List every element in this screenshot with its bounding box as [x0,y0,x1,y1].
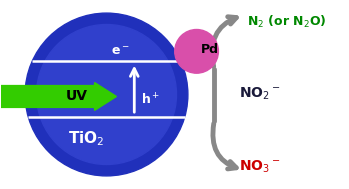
Text: NO$_2$$^-$: NO$_2$$^-$ [239,86,280,102]
Text: TiO$_2$: TiO$_2$ [68,129,105,148]
Text: Pd: Pd [201,43,218,56]
Text: NO$_3$$^-$: NO$_3$$^-$ [239,158,280,175]
Text: UV: UV [66,89,88,104]
Text: h$^+$: h$^+$ [141,92,160,107]
Text: N$_2$ (or N$_2$O): N$_2$ (or N$_2$O) [247,13,327,30]
Circle shape [25,13,188,176]
Circle shape [37,25,177,164]
Text: e$^-$: e$^-$ [111,45,130,58]
FancyArrow shape [0,83,117,110]
Circle shape [175,29,218,73]
